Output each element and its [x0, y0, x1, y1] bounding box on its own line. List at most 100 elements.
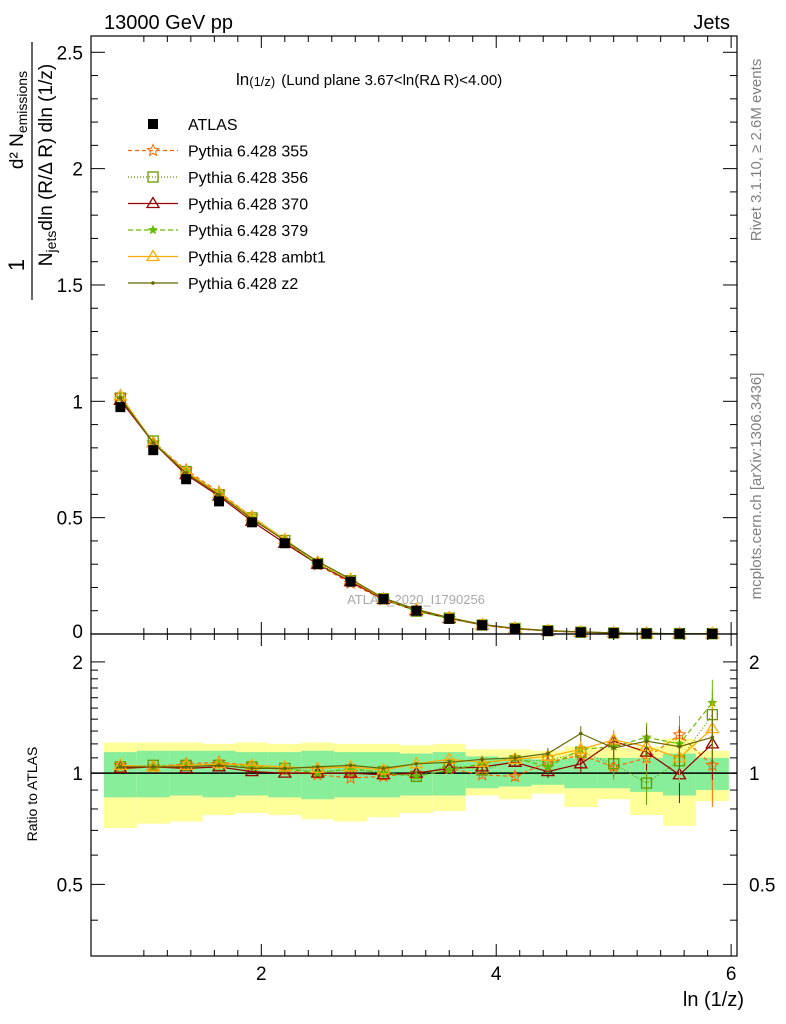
ratio-series-point	[146, 759, 161, 772]
legend-label: Pythia 6.428 z2	[188, 276, 298, 293]
x-axis-label: ln (1/z)	[683, 989, 744, 1011]
ratio-series-point	[507, 755, 523, 767]
legend-label: Pythia 6.428 356	[188, 170, 308, 187]
ratio-series-point	[211, 756, 227, 769]
ratio-series-point	[250, 766, 254, 771]
ratio-series-point	[348, 763, 353, 768]
main-y-tick-label: 2.5	[57, 43, 83, 64]
main-y-tick-label: 1	[72, 392, 83, 413]
ratio-plot-frame	[90, 633, 738, 957]
title-rest: (Lund plane 3.67<ln(RΔ R)<4.00)	[281, 72, 502, 89]
legend-marker	[145, 196, 161, 209]
x-tick-label: 2	[256, 964, 267, 985]
ratio-series-point	[573, 756, 588, 769]
legend-label: ATLAS	[188, 117, 238, 134]
ratio-y-tick-label-left: 1	[72, 764, 83, 785]
legend-label: Pythia 6.428 370	[188, 197, 308, 214]
ratio-series-point	[411, 771, 422, 781]
ratio-series-point	[381, 766, 386, 771]
ratio-series-point	[513, 756, 517, 760]
ratio-series-point	[474, 755, 490, 767]
ratio-series-point	[118, 765, 123, 769]
main-ylabel: 1 d² Nemissions Njetsdln (R/Δ R) dln (1/…	[4, 42, 59, 300]
ylabel-denominator-text: dln (R/Δ R) dln (1/z)	[36, 64, 57, 231]
ratio-ylabel: Ratio to ATLAS	[24, 747, 40, 842]
ratio-y-tick-label-right: 1	[749, 764, 760, 785]
main-series-point	[217, 492, 221, 497]
header-left-title: 13000 GeV pp	[104, 12, 233, 34]
main-y-tick-label: 0.5	[57, 509, 83, 530]
atlas-data-point	[115, 402, 126, 413]
main-y-tick-label: 2	[72, 160, 83, 181]
atlas-data-point	[378, 594, 389, 605]
ratio-series-point	[710, 735, 715, 740]
ratio-series-point	[677, 744, 682, 749]
ratio-series-point	[343, 770, 358, 784]
header-right-title: Jets	[693, 12, 730, 34]
legend-label: Pythia 6.428 ambt1	[188, 250, 326, 267]
ratio-series-point	[414, 761, 419, 766]
legend-label: Pythia 6.428 355	[188, 144, 308, 161]
ratio-series-point	[409, 756, 424, 769]
ratio-series-point	[611, 746, 616, 750]
ylabel-numerator: d² Nemissions	[7, 71, 30, 169]
atlas-data-point	[312, 559, 323, 570]
ratio-series-point	[447, 760, 452, 765]
ratio-series-point	[151, 765, 156, 769]
ratio-y-tick-label-right: 0.5	[749, 875, 775, 896]
ylabel-numerator-sub: emissions	[14, 71, 30, 133]
legend-marker	[146, 143, 160, 157]
ratio-series-point	[376, 762, 391, 775]
atlas-data-point	[411, 605, 422, 616]
ratio-series-point	[113, 758, 128, 770]
legend-marker	[148, 224, 158, 235]
main-series-point	[184, 471, 188, 475]
atlas-data-point	[444, 613, 455, 624]
ratio-series-point	[178, 758, 194, 770]
main-y-tick-label: 0	[72, 622, 83, 643]
atlas-data-point	[246, 517, 257, 528]
rivet-version-label: Rivet 3.1.10, ≥ 2.6M events	[748, 59, 765, 242]
ratio-uncertainty-bands	[103, 738, 729, 829]
legend: ATLAS Pythia 6.428 355 Pythia 6.428 356 Pyt…	[128, 117, 326, 293]
main-series-point	[151, 441, 156, 445]
main-series-point	[118, 396, 123, 400]
ratio-series-point	[644, 739, 649, 744]
ratio-series-point	[283, 766, 287, 771]
ratio-series-point	[315, 765, 320, 769]
legend-marker	[151, 281, 155, 285]
ratio-series-point	[277, 759, 292, 772]
atlas-data-point	[510, 623, 521, 634]
mcplots-label: mcplots.cern.ch [arXiv:1306.3436]	[748, 373, 765, 600]
legend-label: Pythia 6.428 379	[188, 223, 308, 240]
ratio-series-point	[480, 757, 484, 762]
title-prefix: ln	[236, 70, 249, 89]
ratio-series-point	[184, 765, 188, 769]
ratio-y-tick-label-right: 2	[749, 653, 760, 674]
ratio-series-point	[508, 769, 522, 783]
ratio-series-point	[573, 742, 588, 754]
ratio-band-inner	[136, 750, 170, 798]
ylabel-denominator-prefix: N	[36, 252, 57, 266]
legend-marker	[147, 171, 159, 183]
atlas-data-point	[345, 576, 356, 587]
ratio-series-point	[546, 751, 550, 756]
main-plot-title: ln(1/z) (Lund plane 3.67<ln(RΔ R)<4.00)	[236, 70, 502, 89]
x-tick-label: 6	[726, 964, 737, 985]
ratio-series-point	[217, 763, 221, 768]
main-y-tick-label: 1.5	[57, 276, 83, 297]
ratio-series-point	[444, 764, 455, 775]
ylabel-denominator: Njetsdln (R/Δ R) dln (1/z)	[36, 64, 59, 266]
atlas-data-point	[477, 620, 488, 631]
ratio-series-point	[542, 761, 553, 772]
atlas-data-point	[214, 496, 225, 507]
atlas-data-point	[148, 445, 159, 456]
atlas-data-point	[575, 627, 586, 638]
ratio-series-point	[578, 731, 583, 736]
ratio-plot-series	[91, 679, 737, 807]
ylabel-denominator-sub: jets	[43, 231, 59, 254]
ratio-y-tick-label-left: 0.5	[57, 875, 83, 896]
atlas-data-point	[279, 538, 290, 549]
atlas-data-point	[542, 625, 553, 636]
